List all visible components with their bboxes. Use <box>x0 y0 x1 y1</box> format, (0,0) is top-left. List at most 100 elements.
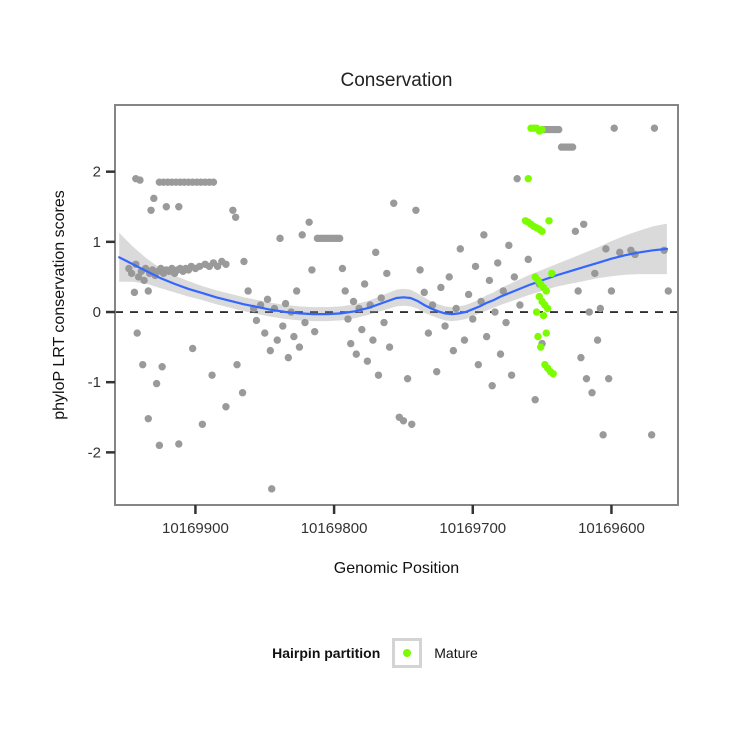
mature-data-point <box>532 308 541 316</box>
data-point <box>593 336 602 344</box>
smooth-line <box>118 247 669 316</box>
data-point <box>341 287 349 295</box>
legend: Hairpin partition Mature <box>0 638 750 668</box>
data-point <box>607 287 616 295</box>
data-point <box>162 203 171 211</box>
mature-data-point <box>548 269 556 278</box>
data-point <box>144 287 152 295</box>
data-point <box>252 316 261 325</box>
data-point <box>524 255 532 264</box>
data-point <box>441 322 449 330</box>
data-point <box>152 379 161 388</box>
mature-points-group <box>521 124 557 378</box>
chart-title: Conservation <box>340 70 453 91</box>
legend-key-box <box>392 638 423 668</box>
data-point <box>295 343 304 351</box>
panel-border <box>114 104 679 506</box>
data-point <box>266 346 275 355</box>
data-point <box>513 174 521 183</box>
data-point <box>292 287 301 295</box>
data-point <box>130 288 139 297</box>
data-point <box>144 414 152 423</box>
data-point <box>290 332 298 341</box>
data-point <box>491 308 499 316</box>
data-point <box>147 206 155 214</box>
data-point <box>198 420 207 428</box>
data-point <box>310 327 319 336</box>
mature-point-icon <box>403 649 412 657</box>
data-point <box>209 178 218 186</box>
data-point <box>650 124 659 132</box>
mature-data-point <box>542 287 550 295</box>
data-point <box>494 259 502 267</box>
y-tick-label: 1 <box>93 234 101 251</box>
legend-item-mature: Mature <box>434 645 478 661</box>
data-point <box>222 260 230 268</box>
data-point <box>456 245 464 253</box>
data-point <box>568 143 577 151</box>
mature-data-point <box>524 174 532 183</box>
data-point <box>580 220 588 228</box>
data-point <box>305 218 313 226</box>
data-point <box>335 234 344 243</box>
data-point <box>399 417 408 425</box>
data-point <box>360 280 369 288</box>
data-point <box>281 299 290 308</box>
data-point <box>616 248 624 257</box>
data-point <box>433 367 441 376</box>
data-point <box>610 124 618 132</box>
data-point <box>222 403 230 411</box>
data-point <box>420 288 428 297</box>
data-point <box>531 396 539 404</box>
x-axis-label: Genomic Position <box>333 560 460 577</box>
mature-data-point <box>543 304 552 313</box>
data-point <box>133 329 141 337</box>
data-point <box>460 336 469 344</box>
x-axis-ticks: 10169900 10169800 10169700 10169600 <box>162 505 645 537</box>
mature-data-point <box>538 227 546 236</box>
data-point <box>195 262 204 271</box>
data-point <box>505 241 513 250</box>
y-tick-label: 0 <box>93 304 101 321</box>
data-point <box>188 344 197 353</box>
data-point <box>496 350 505 358</box>
plot-panel <box>115 105 678 505</box>
data-point <box>474 360 483 369</box>
data-point <box>477 297 485 306</box>
legend-title: Hairpin partition <box>272 645 381 661</box>
y-tick-label: -1 <box>88 374 101 391</box>
data-point <box>369 336 377 344</box>
data-point <box>338 264 347 273</box>
data-point <box>347 339 355 348</box>
data-point <box>175 440 183 448</box>
data-point <box>574 287 582 295</box>
data-point <box>502 318 510 327</box>
x-tick-label: 10169900 <box>162 520 229 537</box>
data-point <box>647 431 656 439</box>
data-point <box>428 301 437 309</box>
data-point <box>449 346 458 355</box>
data-point <box>175 203 183 211</box>
x-tick-label: 10169800 <box>301 520 368 537</box>
mature-data-point <box>534 332 542 341</box>
data-point <box>134 273 143 281</box>
x-tick-label: 10169700 <box>439 520 506 537</box>
mature-data-point <box>537 343 545 351</box>
data-point <box>591 269 599 278</box>
data-point <box>352 350 360 358</box>
data-point <box>582 374 591 383</box>
data-point <box>240 257 248 266</box>
data-point <box>238 389 247 397</box>
data-point <box>231 213 240 221</box>
data-point <box>408 420 416 428</box>
data-point <box>213 262 222 271</box>
data-point <box>588 389 596 397</box>
data-point <box>390 199 398 207</box>
data-point <box>380 318 388 327</box>
mature-data-point <box>538 125 546 134</box>
data-point <box>469 315 477 323</box>
data-point <box>383 269 391 278</box>
data-point <box>412 206 420 214</box>
data-point <box>349 297 358 306</box>
